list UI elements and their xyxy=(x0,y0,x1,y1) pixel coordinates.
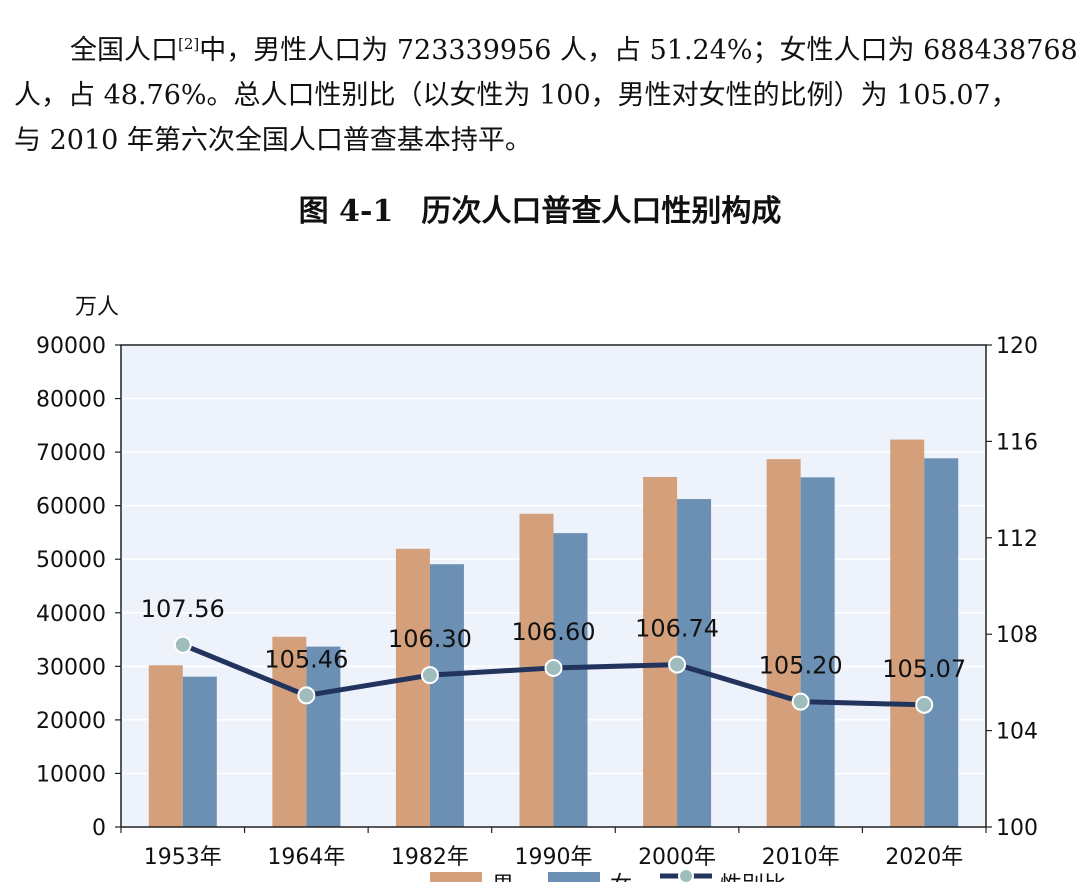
legend-swatch-女 xyxy=(548,872,600,882)
x-tick-label: 2000年 xyxy=(638,845,716,870)
y2-tick-label: 116 xyxy=(996,430,1038,455)
figure-number: 图 4-1 xyxy=(298,194,394,229)
x-tick-label: 2010年 xyxy=(762,845,840,870)
y-tick-label: 90000 xyxy=(36,334,106,359)
line-point xyxy=(915,695,934,714)
bar-女 xyxy=(924,458,959,827)
paragraph-line-3: 与 2010 年第六次全国人口普查基本持平。 xyxy=(14,125,532,156)
line-point xyxy=(420,666,439,685)
data-label: 107.56 xyxy=(141,595,225,623)
line-point xyxy=(791,692,810,711)
data-label: 105.07 xyxy=(882,655,966,683)
legend-label: 性别比 xyxy=(720,873,786,882)
data-label: 106.74 xyxy=(635,615,719,643)
y-tick-label: 80000 xyxy=(36,388,106,413)
bar-女 xyxy=(553,533,588,827)
y-tick-label: 70000 xyxy=(36,441,106,466)
y-tick-label: 50000 xyxy=(36,548,106,573)
y2-tick-label: 120 xyxy=(996,334,1038,359)
footnote-ref[interactable]: [2] xyxy=(178,35,200,53)
y-tick-label: 20000 xyxy=(36,709,106,734)
y2-tick-label: 112 xyxy=(996,527,1038,552)
data-label: 106.60 xyxy=(512,618,596,646)
line-point xyxy=(544,658,563,677)
paragraph-line-1: 全国人口[2]中，男性人口为 723339956 人，占 51.24%；女性人口… xyxy=(70,35,1078,66)
x-tick-label: 1990年 xyxy=(515,845,593,870)
plot-border xyxy=(120,344,987,828)
y-tick-label: 60000 xyxy=(36,495,106,520)
bar-男 xyxy=(148,665,183,827)
y2-tick-label: 104 xyxy=(996,720,1038,745)
y-axis-unit: 万人 xyxy=(75,295,119,320)
x-tick-label: 1982年 xyxy=(391,845,469,870)
bar-男 xyxy=(643,476,678,827)
line-point xyxy=(173,635,192,654)
bar-男 xyxy=(766,459,801,827)
bar-男 xyxy=(890,439,925,827)
bar-男 xyxy=(395,548,430,827)
x-tick-label: 1964年 xyxy=(267,845,345,870)
paragraph-line-2: 人，占 48.76%。总人口性别比（以女性为 100，男性对女性的比例）为 10… xyxy=(14,80,1018,111)
bar-女 xyxy=(429,564,464,827)
data-label: 105.20 xyxy=(759,652,843,680)
legend-label: 女 xyxy=(610,873,632,882)
bar-女 xyxy=(306,646,341,827)
x-tick-label: 2020年 xyxy=(885,845,963,870)
data-label: 106.30 xyxy=(388,625,472,653)
legend-swatch-男 xyxy=(430,872,482,882)
y-tick-label: 40000 xyxy=(36,602,106,627)
bar-女 xyxy=(800,477,835,827)
figure-caption: 历次人口普查人口性别构成 xyxy=(421,194,782,229)
intro-paragraph: 全国人口[2]中，男性人口为 723339956 人，占 51.24%；女性人口… xyxy=(14,22,1078,163)
y2-tick-label: 108 xyxy=(996,623,1038,648)
data-label: 105.46 xyxy=(264,645,348,673)
y-tick-label: 10000 xyxy=(36,762,106,787)
y2-tick-label: 100 xyxy=(996,816,1038,841)
legend-swatch-marker xyxy=(678,868,694,882)
figure-title: 图 4-1 历次人口普查人口性别构成 xyxy=(0,186,1080,230)
y-tick-label: 0 xyxy=(92,816,106,841)
line-point xyxy=(668,655,687,674)
bar-男 xyxy=(272,636,307,827)
bar-女 xyxy=(182,676,217,827)
line-point xyxy=(297,686,316,705)
y-tick-label: 30000 xyxy=(36,655,106,680)
x-tick-label: 1953年 xyxy=(144,845,222,870)
legend-label: 男 xyxy=(492,873,514,882)
